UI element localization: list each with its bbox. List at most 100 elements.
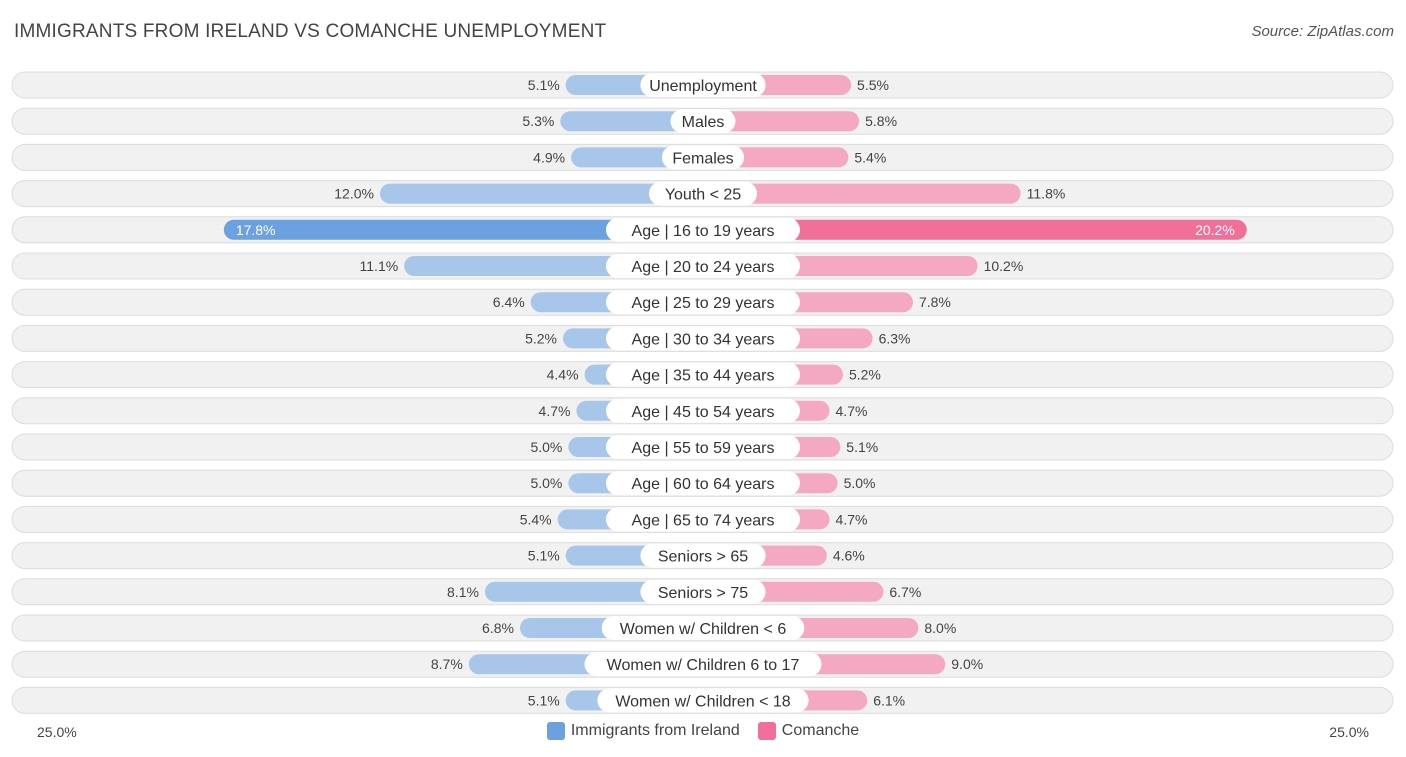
value-label-ireland: 5.1% — [528, 77, 560, 93]
chart-row: 17.8% 20.2% Age | 16 to 19 years — [11, 216, 1394, 244]
category-label: Age | 20 to 24 years — [632, 259, 775, 276]
legend: Immigrants from Ireland Comanche — [0, 722, 1406, 740]
category-pill — [661, 145, 745, 170]
value-label-comanche: 4.7% — [836, 403, 868, 419]
chart-row: 5.1% 6.1% Women w/ Children < 18 — [11, 686, 1394, 714]
value-label-ireland: 11.1% — [360, 258, 399, 274]
category-label: Age | 65 to 74 years — [632, 512, 775, 529]
value-label-comanche: 10.2% — [984, 258, 1024, 274]
category-pill — [640, 73, 766, 97]
value-label-ireland: 5.1% — [528, 548, 560, 564]
value-label-comanche: 8.0% — [924, 620, 956, 636]
category-label: Age | 16 to 19 years — [632, 223, 775, 240]
chart-row: 8.7% 9.0% Women w/ Children 6 to 17 — [11, 650, 1394, 678]
chart-row: 5.0% 5.0% Age | 60 to 64 years — [11, 469, 1394, 497]
legend-swatch-ireland — [546, 722, 565, 740]
category-label: Age | 60 to 64 years — [632, 476, 775, 493]
category-label: Females — [672, 150, 733, 167]
legend-item-ireland[interactable]: Immigrants from Ireland — [546, 722, 740, 740]
value-label-ireland: 17.8% — [236, 222, 276, 238]
category-pill — [601, 616, 805, 640]
value-label-ireland: 5.0% — [530, 475, 562, 491]
value-label-comanche: 11.8% — [1027, 186, 1066, 202]
bar-ireland[interactable] — [223, 219, 703, 240]
category-label: Women w/ Children < 6 — [620, 621, 787, 638]
legend-swatch-comanche — [757, 722, 776, 740]
value-label-ireland: 8.1% — [447, 584, 479, 600]
category-pill — [640, 579, 766, 604]
category-label: Women w/ Children 6 to 17 — [607, 657, 800, 674]
category-pill — [606, 254, 800, 278]
category-pill — [649, 181, 757, 206]
value-label-comanche: 9.0% — [951, 656, 983, 672]
bar-ireland[interactable] — [560, 111, 703, 132]
category-pill — [670, 109, 736, 134]
value-label-comanche: 6.7% — [889, 584, 921, 600]
bar-comanche[interactable] — [703, 111, 860, 132]
value-label-ireland: 6.4% — [493, 294, 525, 310]
chart-row: 11.1% 10.2% Age | 20 to 24 years — [11, 252, 1394, 280]
axis-left-max-label: 25.0% — [37, 724, 77, 740]
value-label-ireland: 6.8% — [482, 620, 514, 636]
chart-row: 8.1% 6.7% Seniors > 75 — [11, 578, 1394, 606]
category-label: Seniors > 65 — [658, 549, 748, 566]
value-label-ireland: 12.0% — [334, 186, 374, 202]
value-label-comanche: 4.7% — [836, 511, 868, 527]
chart-row: 5.1% 5.5% Unemployment — [11, 71, 1394, 99]
chart-row: 4.4% 5.2% Age | 35 to 44 years — [11, 361, 1394, 389]
category-label: Age | 35 to 44 years — [632, 368, 775, 385]
value-label-comanche: 5.8% — [865, 113, 897, 129]
category-pill — [606, 471, 800, 496]
value-label-comanche: 6.3% — [879, 330, 911, 346]
category-pill — [606, 290, 800, 315]
category-pill — [606, 362, 800, 387]
chart-row: 4.7% 4.7% Age | 45 to 54 years — [11, 397, 1394, 425]
value-label-comanche: 4.6% — [833, 548, 865, 564]
category-label: Males — [682, 114, 725, 131]
category-label: Age | 45 to 54 years — [632, 404, 775, 421]
category-label: Age | 55 to 59 years — [632, 440, 775, 457]
value-label-ireland: 4.4% — [547, 367, 579, 383]
value-label-comanche: 6.1% — [873, 692, 905, 708]
value-label-comanche: 7.8% — [919, 294, 951, 310]
category-label: Age | 25 to 29 years — [632, 295, 775, 312]
bar-ireland[interactable] — [379, 183, 703, 204]
value-label-ireland: 5.2% — [525, 330, 557, 346]
category-pill — [606, 217, 800, 242]
value-label-ireland: 5.4% — [520, 511, 552, 527]
category-label: Seniors > 75 — [658, 585, 748, 602]
chart-row: 4.9% 5.4% Females — [11, 143, 1394, 171]
legend-item-comanche[interactable]: Comanche — [757, 722, 860, 740]
value-label-comanche: 5.5% — [857, 77, 889, 93]
source-credit: Source: ZipAtlas.com — [1251, 23, 1394, 40]
value-label-ireland: 5.1% — [528, 692, 560, 708]
chart-row: 6.8% 8.0% Women w/ Children < 6 — [11, 614, 1394, 642]
value-label-comanche: 5.2% — [849, 367, 881, 383]
chart-row: 5.3% 5.8% Males — [11, 107, 1394, 135]
value-label-ireland: 8.7% — [431, 656, 463, 672]
category-pill — [606, 398, 800, 423]
value-label-ireland: 4.9% — [533, 149, 565, 165]
value-label-comanche: 5.4% — [854, 149, 886, 165]
category-pill — [606, 507, 800, 532]
category-label: Unemployment — [649, 78, 757, 95]
category-pill — [606, 326, 800, 351]
value-label-comanche: 5.1% — [846, 439, 878, 455]
bar-comanche[interactable] — [703, 183, 1021, 204]
chart-row: 5.1% 4.6% Seniors > 65 — [11, 542, 1394, 570]
bar-comanche[interactable] — [703, 219, 1247, 240]
chart-row: 5.0% 5.1% Age | 55 to 59 years — [11, 433, 1394, 461]
category-pill — [606, 435, 800, 459]
chart-row: 5.2% 6.3% Age | 30 to 34 years — [11, 324, 1394, 352]
legend-label-comanche: Comanche — [781, 722, 860, 739]
value-label-ireland: 5.3% — [522, 113, 554, 129]
category-pill — [640, 543, 766, 568]
value-label-ireland: 5.0% — [530, 439, 562, 455]
category-label: Women w/ Children < 18 — [615, 693, 790, 710]
value-label-ireland: 4.7% — [539, 403, 571, 419]
chart-row: 5.4% 4.7% Age | 65 to 74 years — [11, 505, 1394, 533]
chart-row: 12.0% 11.8% Youth < 25 — [11, 180, 1394, 208]
chart-title: IMMIGRANTS FROM IRELAND VS COMANCHE UNEM… — [14, 21, 607, 42]
value-label-comanche: 5.0% — [844, 475, 876, 491]
